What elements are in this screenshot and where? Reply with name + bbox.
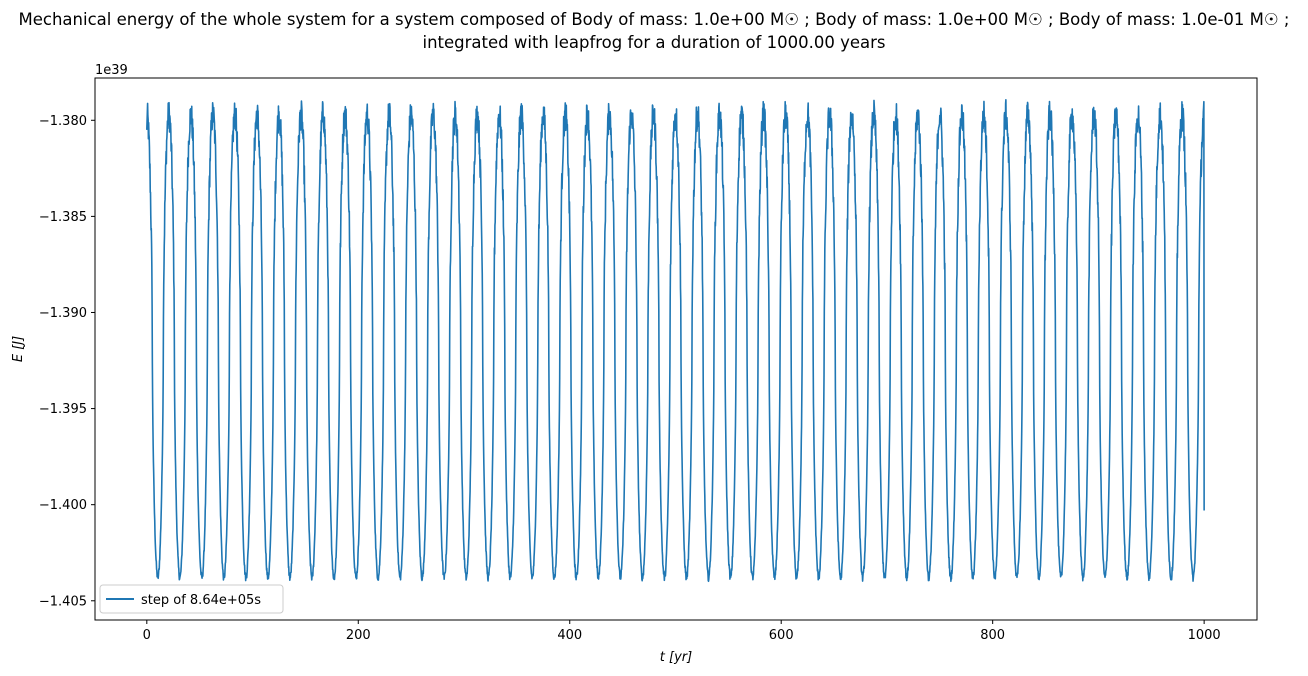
x-tick-label: 0 bbox=[143, 628, 151, 643]
plot-frame bbox=[94, 77, 1258, 621]
x-tick-label: 600 bbox=[769, 628, 794, 643]
series-lines bbox=[146, 98, 1205, 583]
legend-box bbox=[99, 584, 284, 614]
series-line-energy bbox=[146, 98, 1205, 583]
y-tick-label: −1.385 bbox=[39, 210, 87, 225]
legend-label: step of 8.64e+05s bbox=[141, 593, 261, 608]
y-tick-label: −1.395 bbox=[39, 402, 87, 417]
y-offset-label: 1e39 bbox=[95, 63, 128, 78]
chart-title-line-1: Mechanical energy of the whole system fo… bbox=[19, 10, 1290, 29]
y-tick-label: −1.390 bbox=[39, 306, 87, 321]
legend: step of 8.64e+05s bbox=[99, 584, 284, 614]
x-tick-label: 800 bbox=[980, 628, 1005, 643]
x-tick-label: 200 bbox=[346, 628, 371, 643]
plot-area bbox=[95, 78, 1257, 620]
x-tick-label: 400 bbox=[557, 628, 582, 643]
y-tick-label: −1.380 bbox=[39, 114, 87, 129]
y-axis-label: E [J] bbox=[11, 336, 26, 362]
x-axis-label: t [yr] bbox=[660, 650, 692, 665]
y-tick-label: −1.405 bbox=[39, 594, 87, 609]
y-tick-label: −1.400 bbox=[39, 498, 87, 513]
axis-ticks: 0 200 400 600 800 1000 −1.380 −1.385 −1.390 −1.39… bbox=[39, 114, 1221, 643]
chart-title-line-2: integrated with leapfrog for a duration … bbox=[423, 33, 886, 52]
x-tick-label: 1000 bbox=[1188, 628, 1221, 643]
